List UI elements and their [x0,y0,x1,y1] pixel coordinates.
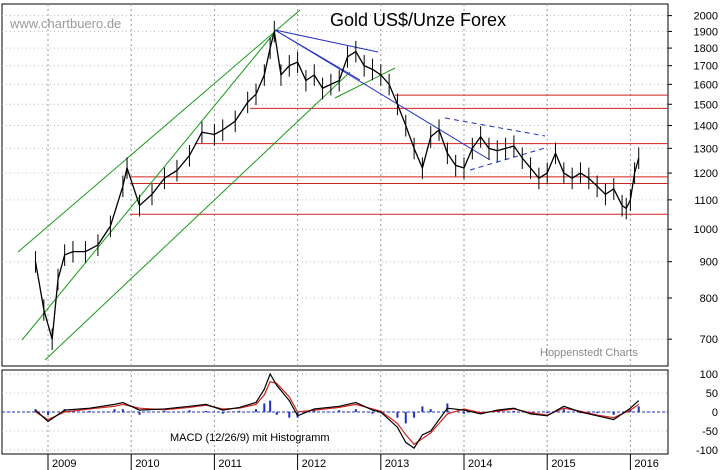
price-tick-label: 1000 [694,224,718,236]
year-label: 2013 [385,458,409,470]
price-series [34,20,640,351]
year-label: 2015 [551,458,575,470]
year-label: 2010 [135,458,159,470]
macd-axis-labels: 100 50 0 -50 -100 [696,369,718,457]
macd-tick-label: 0 [712,407,718,419]
channel-bottom-line [44,71,351,361]
year-label: 2016 [634,458,658,470]
channel-upper-line [17,9,301,253]
trend-channel-lines [17,9,546,361]
price-tick-label: 2000 [694,11,718,23]
main-plot-frame [1,3,669,367]
green-short-line [334,67,396,99]
macd-label: MACD (12/26/9) mit Histogramm [170,432,330,444]
price-tick-label: 1100 [694,195,718,207]
price-tick-label: 700 [700,334,718,346]
price-tick-label: 1900 [694,26,718,38]
price-tick-label: 800 [700,293,718,305]
source-label: Hoppenstedt Charts [540,347,638,359]
blue-fan-line-1 [274,29,379,53]
price-tick-label: 1700 [694,61,718,73]
year-label: 2012 [302,458,326,470]
macd-series [2,372,668,449]
macd-tick-label: 100 [700,369,718,381]
year-label: 2011 [218,458,242,470]
main-gridlines [2,4,668,366]
price-tick-label: 1200 [694,168,718,180]
macd-tick-label: -50 [702,426,718,438]
macd-line [35,372,640,449]
macd-tick-label: 50 [706,388,718,400]
year-label: 2014 [468,458,492,470]
watermark: www.chartbuero.de [9,16,121,31]
channel-lower-line [21,31,276,341]
price-tick-label: 1600 [694,79,718,91]
chart-title: Gold US$/Unze Forex [330,10,506,30]
blue-downtrend-line [274,29,491,161]
price-tick-label: 900 [700,257,718,269]
year-axis-labels: 2009 2010 2011 2012 2013 2014 2015 2016 [47,454,659,470]
price-tick-label: 1400 [694,121,718,133]
year-label: 2009 [52,458,76,470]
price-tick-label: 1300 [694,143,718,155]
price-axis-labels: 700 800 900 1000 1100 1200 1300 1400 1500 1600 170… [668,11,718,346]
price-tick-label: 1800 [694,43,718,55]
triangle-lower-line [469,147,546,171]
triangle-upper-line [444,117,546,137]
price-tick-label: 1500 [694,99,718,111]
macd-tick-label: -100 [696,445,718,457]
